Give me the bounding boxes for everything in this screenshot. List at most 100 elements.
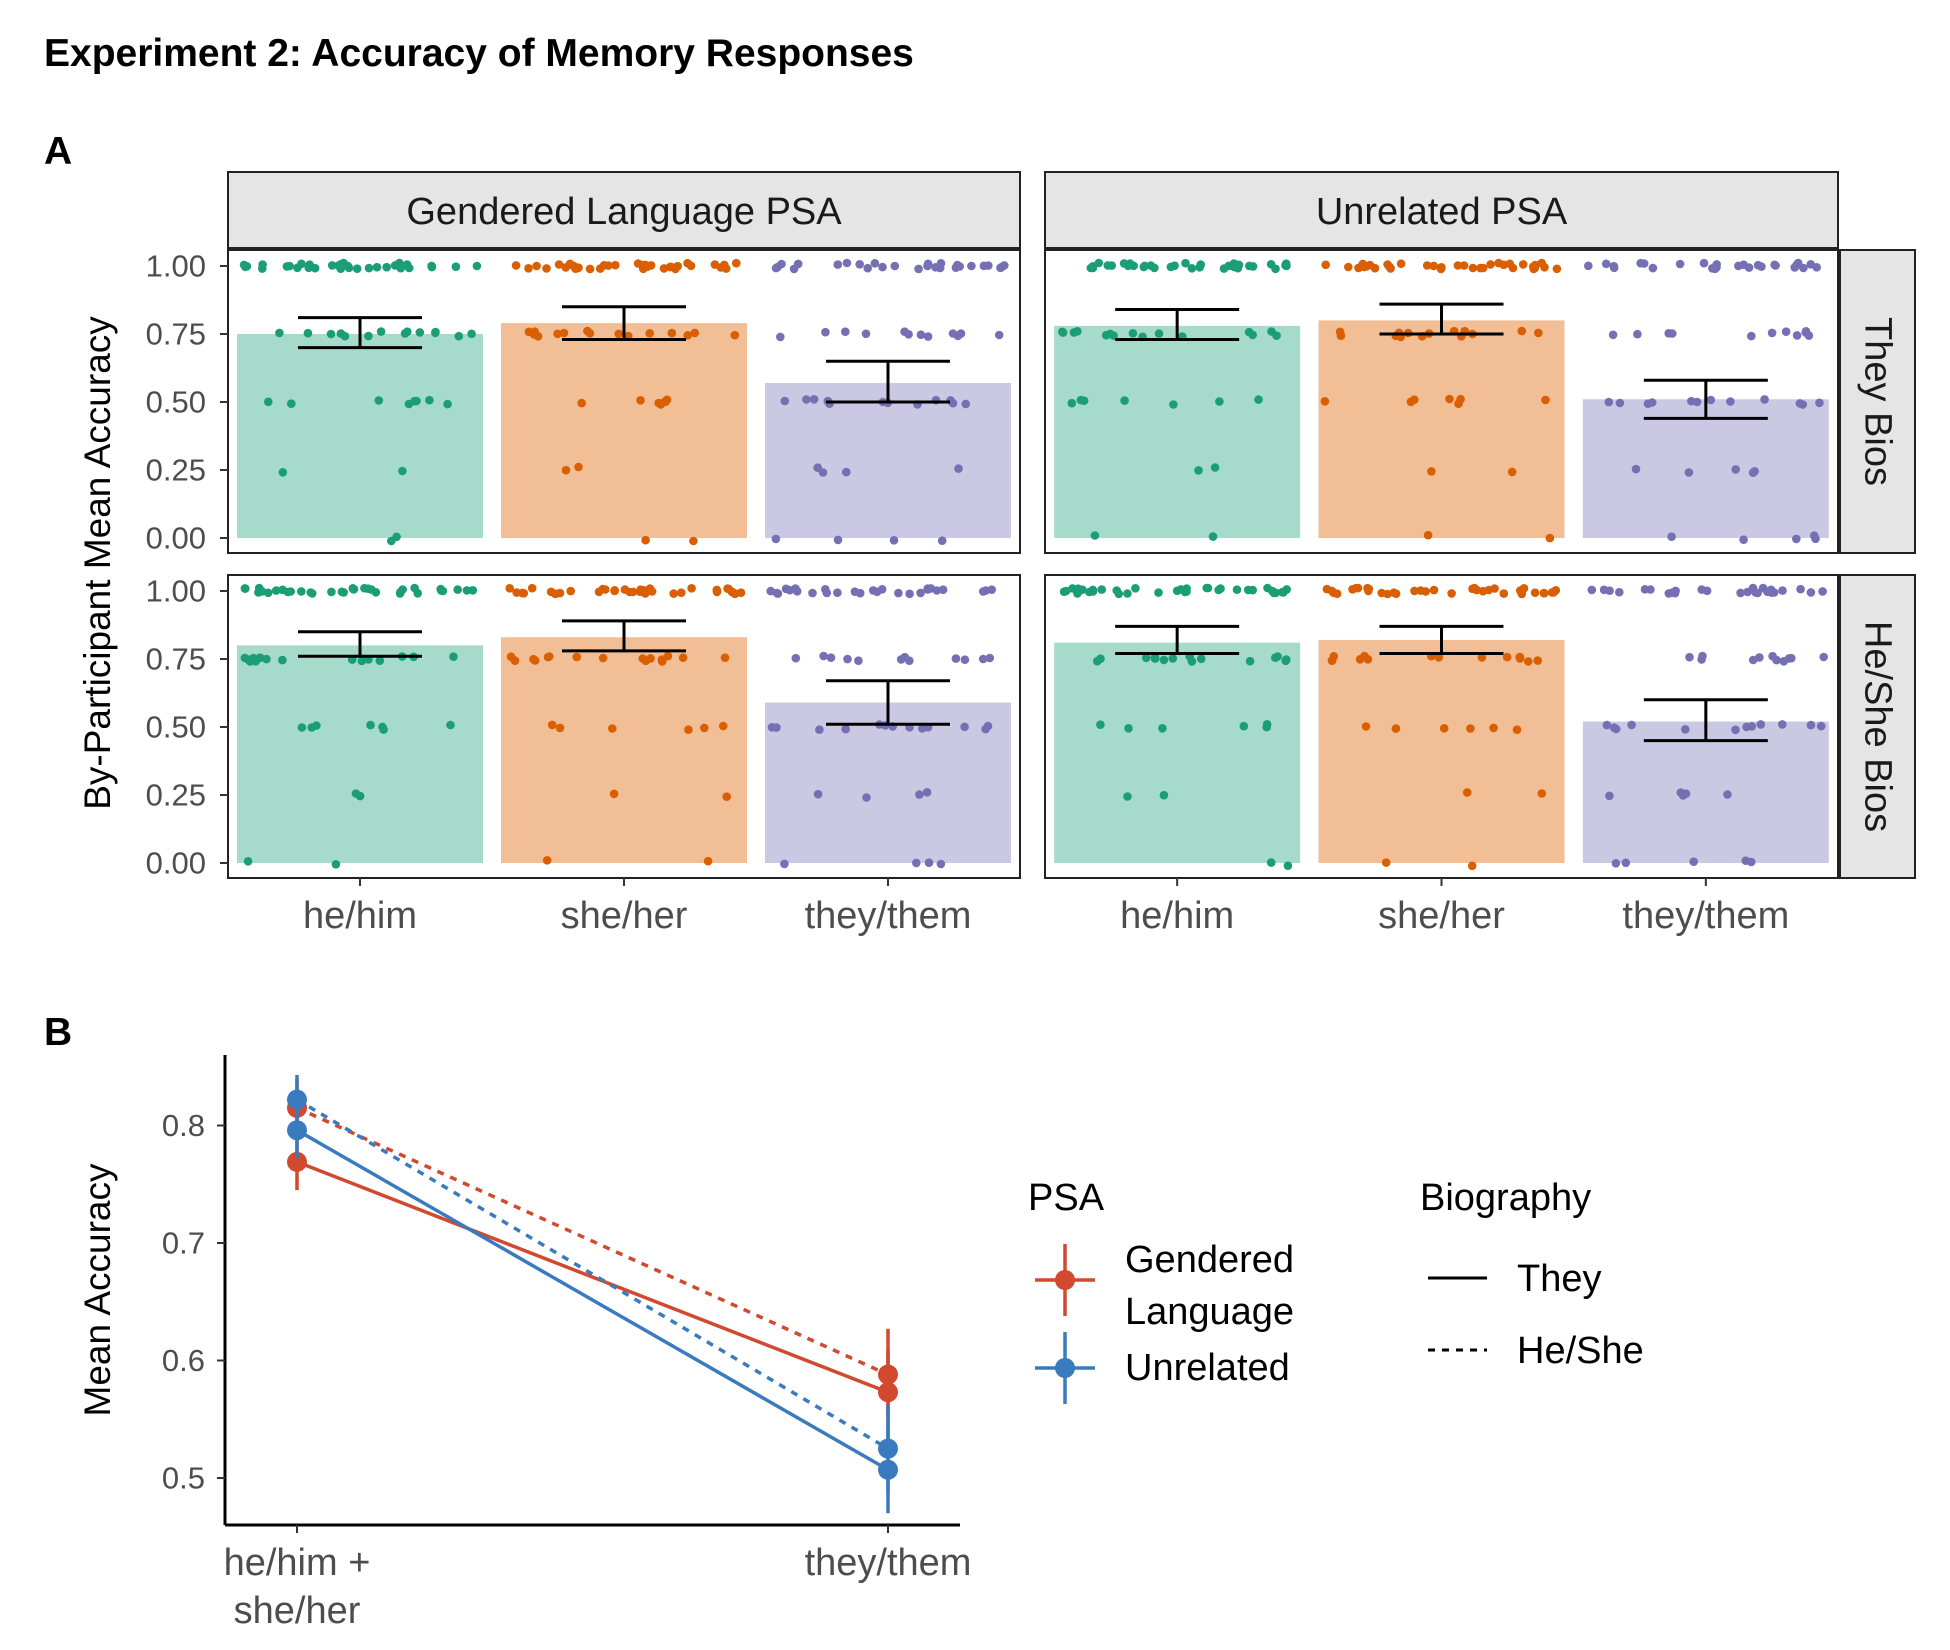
- participant-point: [376, 327, 386, 336]
- x-tick-label: they/them: [1622, 895, 1789, 937]
- participant-point: [1646, 585, 1655, 594]
- participant-point: [1507, 467, 1517, 477]
- participant-point: [924, 858, 934, 867]
- participant-point: [348, 584, 358, 593]
- participant-point: [936, 859, 946, 869]
- participant-point: [1818, 587, 1827, 596]
- participant-point: [1489, 723, 1498, 733]
- participant-point: [1647, 398, 1657, 407]
- participant-point: [1196, 260, 1205, 269]
- series-point: [287, 1120, 307, 1141]
- participant-point: [240, 584, 250, 593]
- participant-point: [271, 586, 281, 595]
- series-point: [287, 1151, 307, 1172]
- participant-point: [636, 396, 645, 405]
- series-point: [878, 1438, 898, 1459]
- participant-point: [1771, 261, 1780, 270]
- participant-point: [1731, 465, 1740, 474]
- participant-point: [239, 260, 249, 270]
- participant-point: [819, 651, 828, 661]
- participant-point: [547, 720, 557, 730]
- participant-point: [258, 260, 267, 269]
- participant-point: [960, 722, 969, 732]
- participant-point: [1484, 585, 1494, 595]
- participant-point: [561, 465, 571, 475]
- participant-point: [1391, 724, 1401, 733]
- y-tick-label: 1.00: [146, 249, 206, 284]
- participant-point: [1486, 260, 1495, 269]
- y-tick-label: 1.00: [146, 574, 206, 609]
- participant-point: [307, 723, 317, 732]
- bar: [501, 637, 747, 863]
- participant-point: [1351, 583, 1361, 593]
- participant-point: [1181, 258, 1190, 268]
- participant-point: [1154, 329, 1164, 338]
- participant-point: [700, 723, 709, 733]
- participant-point: [878, 262, 887, 272]
- participant-point: [951, 263, 961, 273]
- series-line: [296, 1128, 889, 1472]
- participant-point: [1360, 262, 1369, 272]
- participant-point: [1769, 588, 1779, 597]
- participant-point: [916, 330, 926, 340]
- bar: [765, 382, 1011, 538]
- bar: [1318, 320, 1565, 538]
- participant-point: [1668, 329, 1677, 338]
- participant-point: [467, 329, 476, 339]
- participant-point: [1322, 584, 1332, 594]
- participant-point: [278, 655, 287, 665]
- participant-point: [1158, 724, 1167, 733]
- participant-point: [1229, 259, 1239, 268]
- participant-point: [1447, 589, 1456, 598]
- participant-point: [1668, 588, 1677, 597]
- facet-row-label: They Bios: [1857, 317, 1899, 486]
- participant-point: [639, 585, 648, 595]
- participant-point: [953, 331, 963, 341]
- legend-label: They: [1517, 1258, 1601, 1300]
- participant-point: [1798, 400, 1808, 409]
- participant-point: [1232, 585, 1242, 594]
- participant-point: [387, 536, 396, 546]
- participant-point: [243, 857, 253, 866]
- participant-point: [642, 262, 652, 272]
- x-tick-label: she/her: [1378, 895, 1505, 937]
- participant-point: [1140, 261, 1149, 271]
- participant-point: [912, 858, 921, 868]
- participant-point: [1587, 585, 1597, 595]
- participant-point: [1159, 655, 1169, 665]
- participant-point: [594, 587, 604, 597]
- participant-point: [1731, 725, 1740, 735]
- participant-point: [678, 653, 688, 662]
- participant-point: [1069, 328, 1079, 337]
- participant-point: [983, 721, 993, 731]
- participant-point: [766, 586, 775, 596]
- participant-point: [1689, 857, 1698, 866]
- participant-point: [1150, 654, 1160, 663]
- participant-point: [577, 398, 586, 408]
- participant-point: [1067, 398, 1077, 408]
- participant-point: [1434, 653, 1444, 662]
- participant-point: [1502, 652, 1512, 662]
- participant-point: [657, 655, 667, 664]
- participant-point: [809, 395, 819, 404]
- participant-point: [278, 468, 288, 477]
- participant-point: [598, 653, 608, 663]
- participant-point: [1768, 651, 1777, 661]
- participant-point: [1244, 327, 1254, 337]
- participant-point: [1427, 467, 1436, 476]
- participant-point: [1723, 790, 1732, 799]
- participant-point: [1097, 585, 1106, 594]
- participant-point: [936, 259, 946, 268]
- legend-key-point: [1055, 1358, 1075, 1378]
- participant-point: [367, 585, 376, 594]
- participant-point: [987, 585, 996, 594]
- participant-point: [1248, 262, 1258, 271]
- participant-point: [1360, 651, 1369, 661]
- participant-point: [344, 263, 354, 273]
- y-axis-label: By-Participant Mean Accuracy: [77, 316, 118, 810]
- participant-point: [961, 399, 971, 409]
- series-point: [878, 1364, 898, 1385]
- participant-point: [283, 587, 293, 597]
- participant-point: [472, 261, 482, 271]
- participant-point: [553, 329, 562, 339]
